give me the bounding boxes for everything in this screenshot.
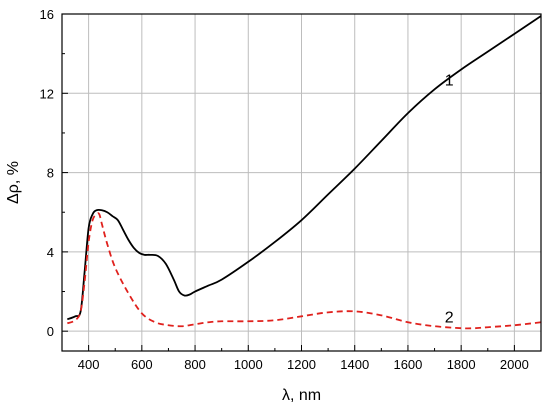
x-tick-label: 600 — [131, 357, 153, 372]
ticks — [61, 13, 542, 351]
y-axis-label: Δρ, % — [5, 161, 22, 204]
x-tick-label: 1000 — [234, 357, 263, 372]
series-2-line — [67, 212, 542, 330]
y-tick-label: 16 — [40, 7, 54, 22]
x-tick-label: 800 — [184, 357, 206, 372]
x-axis-label: λ, nm — [282, 387, 321, 404]
series-layer — [67, 15, 542, 330]
series-labels: 12 — [445, 72, 454, 326]
x-tick-label: 2000 — [500, 357, 529, 372]
x-tick-label: 1400 — [340, 357, 369, 372]
x-tick-label: 1600 — [393, 357, 422, 372]
y-tick-label: 8 — [47, 166, 54, 181]
y-tick-label: 4 — [47, 245, 54, 260]
series-1-label: 1 — [445, 72, 454, 89]
x-tick-label: 400 — [78, 357, 100, 372]
series-2-label: 2 — [445, 309, 454, 326]
x-tick-label: 1800 — [447, 357, 476, 372]
y-tick-label: 0 — [47, 324, 54, 339]
x-tick-label: 1200 — [287, 357, 316, 372]
y-tick-label: 12 — [40, 86, 54, 101]
series-1-line — [67, 15, 542, 321]
